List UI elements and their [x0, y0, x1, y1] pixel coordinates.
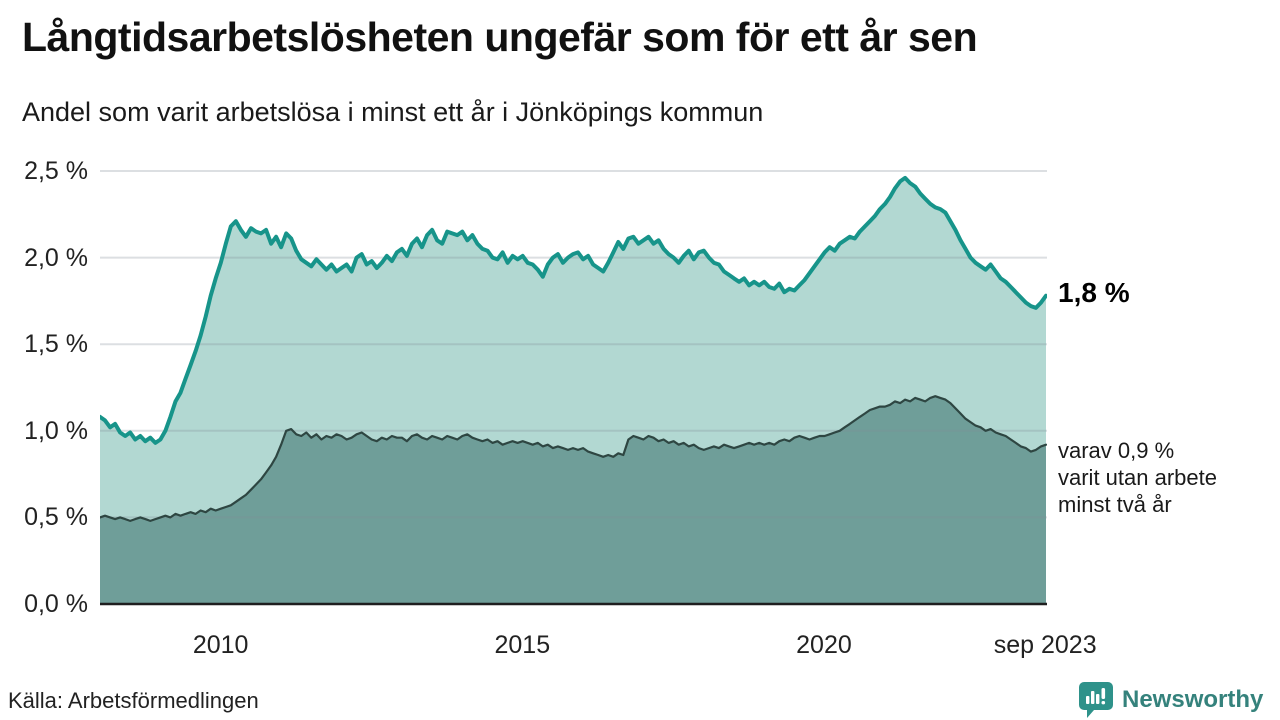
y-axis-label: 2,0 %: [24, 243, 88, 272]
source-note: Källa: Arbetsförmedlingen: [8, 688, 259, 713]
y-axis-label: 0,5 %: [24, 503, 88, 532]
newsworthy-logo-text: Newsworthy: [1122, 685, 1264, 713]
plot-area: [100, 170, 1047, 606]
secondary-annotation: varav 0,9 % varit utan arbete minst två …: [1058, 437, 1217, 518]
x-axis-label: 2015: [494, 631, 551, 659]
y-axis-label: 0,0 %: [24, 590, 88, 618]
newsworthy-logo: Newsworthy: [1078, 681, 1263, 718]
y-axis-label: 2,5 %: [24, 157, 88, 185]
newsworthy-logo-icon: [1079, 682, 1113, 718]
annotation-line: varit utan arbete: [1058, 465, 1217, 490]
x-axis-label: sep 2023: [993, 631, 1097, 659]
latest-value-label: 1,8 %: [1058, 277, 1130, 308]
series-line-min-one-year: [100, 175, 1047, 445]
x-axis-label: 2010: [192, 631, 249, 659]
x-axis-label: 2020: [796, 631, 852, 659]
series-area-min-two-years: [100, 396, 1046, 604]
chart-subtitle: Andel som varit arbetslösa i minst ett å…: [22, 97, 764, 127]
annotation-line: varav 0,9 %: [1058, 438, 1175, 463]
y-axis-label: 1,5 %: [24, 330, 88, 359]
annotation-line: minst två år: [1058, 492, 1172, 517]
page-title: Långtidsarbetslösheten ungefär som för e…: [22, 14, 978, 60]
series-line-min-two-years: [100, 395, 1047, 522]
y-axis-label: 1,0 %: [24, 416, 88, 445]
